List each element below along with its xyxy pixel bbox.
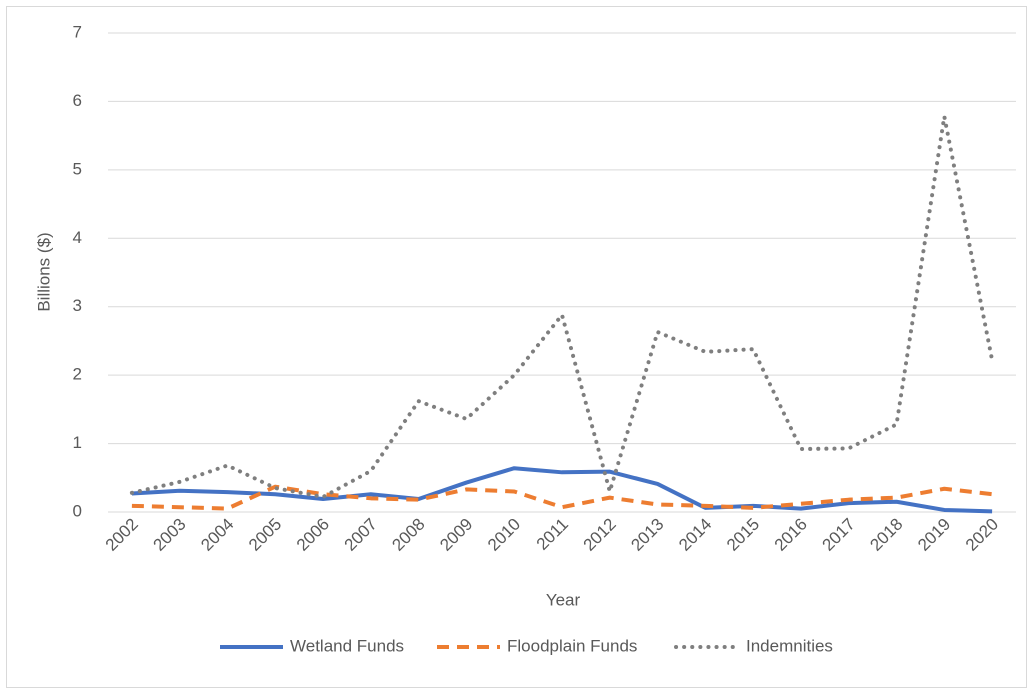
legend-label: Indemnities [746,636,833,655]
y-tick-label: 7 [73,22,82,41]
legend-label: Wetland Funds [290,636,404,655]
y-tick-label: 4 [73,228,82,247]
y-tick-label: 3 [73,296,82,315]
data-line [131,484,993,511]
y-axis-title: Billions ($) [34,232,53,311]
y-tick-label: 0 [73,501,82,520]
legend-label: Floodplain Funds [507,636,637,655]
data-line [131,466,993,514]
y-tick-label: 6 [73,91,82,110]
y-tick-label: 1 [73,433,82,452]
data-line [129,114,995,499]
y-tick-label: 5 [73,159,82,178]
chart-frame [6,6,1027,688]
y-tick-label: 2 [73,365,82,384]
x-axis-title: Year [546,590,581,609]
